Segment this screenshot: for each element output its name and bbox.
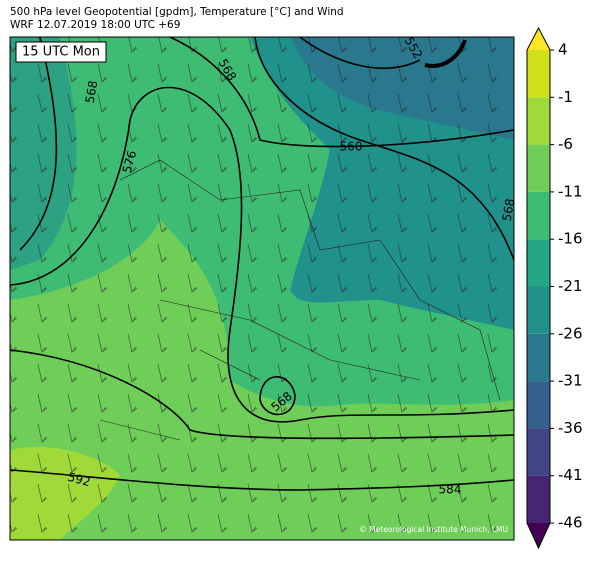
contour-label: 584 (439, 483, 462, 497)
colorbar-tick-label: -11 (558, 182, 583, 200)
contour (19, 37, 58, 251)
contour-label: 592 (66, 470, 92, 489)
contour-bold (424, 39, 467, 68)
colorbar-tick-label: -26 (558, 324, 583, 342)
colorbar-band (527, 333, 550, 382)
colorbar-extend-low (527, 523, 550, 548)
contour (10, 469, 514, 491)
colorbar-band (527, 191, 550, 240)
colorbar-tick-label: 4 (558, 41, 568, 59)
map-frame (9, 36, 515, 541)
colorbar-tick-label: -31 (558, 372, 583, 390)
contour-label: 568 (500, 197, 518, 222)
contour-label: 568 (83, 79, 101, 104)
time-label: 15 UTC Mon (22, 45, 100, 60)
contour (259, 376, 296, 416)
contour (10, 349, 514, 440)
colorbar-extend-high (527, 28, 550, 50)
contour-label: 560 (340, 140, 363, 154)
contour (169, 37, 514, 148)
time-box (15, 41, 107, 63)
subtitle: WRF 12.07.2019 18:00 UTC +69 (10, 19, 180, 31)
borders (99, 159, 501, 441)
colorbar-tick-label: -21 (558, 277, 583, 295)
colorbar-band (527, 381, 550, 429)
wind-barbs (10, 37, 514, 540)
colorbar-band (527, 239, 550, 287)
contour-label: 576 (120, 149, 139, 175)
contour (299, 37, 421, 69)
colorbar-tick-label: -6 (558, 135, 573, 153)
colorbar-tick-label: -16 (558, 230, 583, 248)
colorbar-band (527, 144, 550, 192)
colorbar-tick-label: -1 (558, 88, 573, 106)
colorbar-band (527, 428, 550, 476)
colorbar: 4 -1 -6 -11 -16 -21 -26 -31 -36 -41 -46 (526, 26, 583, 550)
credit: © Meteorological Institute Munich, LMU (359, 525, 508, 534)
colorbar-tick-label: -46 (558, 514, 583, 532)
colorbar-band (527, 475, 550, 523)
colorbar-band (527, 286, 550, 334)
title: 500 hPa level Geopotential [gpdm], Tempe… (10, 6, 344, 18)
colorbar-band (527, 97, 550, 145)
map (10, 37, 514, 540)
contour (254, 37, 514, 261)
colorbar-tick-label: -36 (558, 419, 583, 437)
colorbar-tick-label: -41 (558, 466, 583, 484)
contour (10, 86, 514, 423)
colorbar-band (527, 50, 550, 98)
